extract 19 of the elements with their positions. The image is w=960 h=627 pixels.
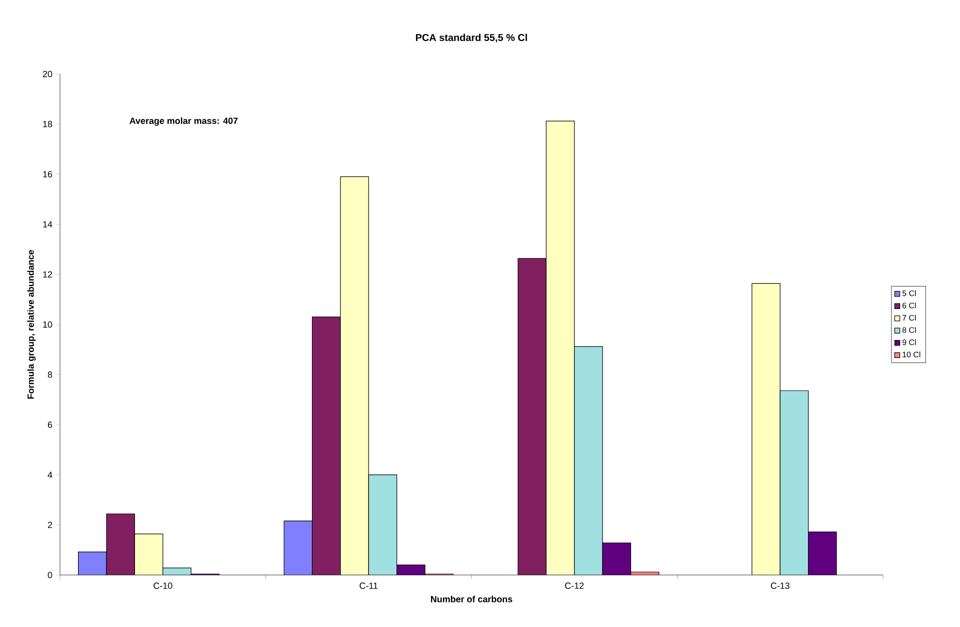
y-tick-label: 10 — [43, 321, 52, 328]
y-tick-label: 4 — [48, 472, 52, 478]
x-tick-label: C-11 — [360, 582, 378, 589]
y-tick-label: 18 — [43, 120, 52, 128]
y-tick-label: 20 — [42, 70, 52, 78]
y-tick-label: 14 — [43, 221, 52, 228]
y-tick-label: 8 — [48, 371, 52, 378]
x-tick-label: C-12 — [565, 582, 584, 589]
x-tick-label: C-10 — [154, 582, 172, 589]
y-tick-label: 2 — [48, 522, 52, 528]
y-tick-label: 0 — [48, 572, 52, 578]
y-axis-title: Formula group, relative abundance — [27, 250, 36, 399]
x-tick-label: C-13 — [770, 582, 790, 589]
y-tick-label: 6 — [48, 422, 52, 428]
y-tick-label: 16 — [43, 171, 52, 178]
x-axis-title: Number of carbons — [430, 596, 512, 602]
y-tick-label: 12 — [43, 271, 52, 278]
chart-title: PCA standard 55,5 % Cl — [416, 34, 527, 42]
annotation: Average molar mass: 407 — [130, 117, 238, 126]
